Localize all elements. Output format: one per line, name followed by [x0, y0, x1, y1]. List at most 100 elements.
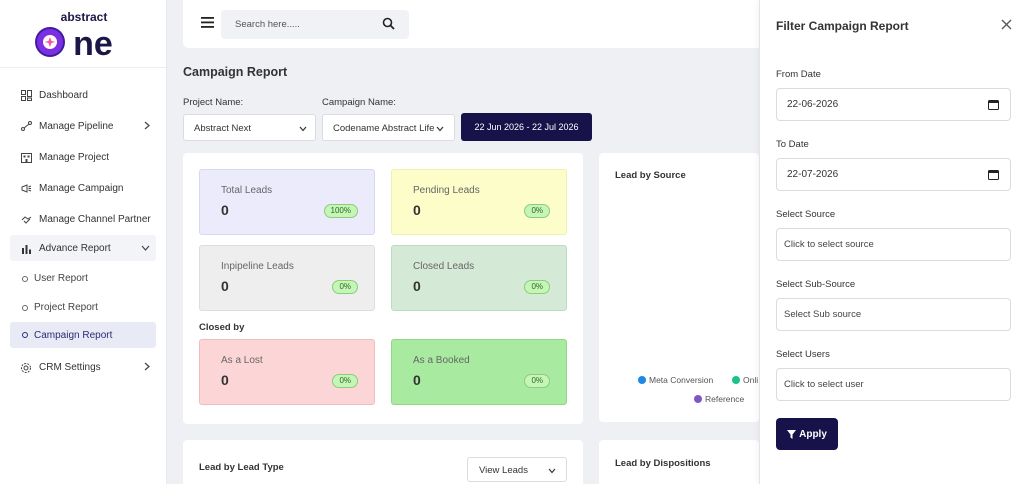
sidebar-subitem-project-report[interactable]: Project Report: [0, 293, 166, 322]
select-users-label: Select Users: [776, 349, 830, 360]
sidebar-item-manage-campaign[interactable]: Manage Campaign: [0, 173, 166, 204]
stat-card-as-a-lost[interactable]: As a Lost 0 0%: [199, 339, 375, 405]
legend-item[interactable]: Meta Conversion: [638, 375, 713, 385]
stat-card-badge: 0%: [332, 374, 358, 388]
stat-card-badge: 0%: [332, 280, 358, 294]
select-subsource-placeholder: Select Sub source: [784, 309, 862, 320]
handshake-icon: [20, 214, 32, 226]
close-icon[interactable]: [1001, 19, 1012, 33]
lead-by-source-title: Lead by Source: [615, 170, 686, 181]
view-leads-select[interactable]: View Leads: [467, 457, 567, 482]
topbar: Search here.....: [183, 0, 783, 48]
project-select[interactable]: Abstract Next: [183, 114, 316, 141]
legend-label: Meta Conversion: [649, 375, 714, 385]
date-range-button[interactable]: 22 Jun 2026 - 22 Jul 2026: [461, 113, 592, 141]
page-title: Campaign Report: [183, 65, 288, 79]
campaign-select-value: Codename Abstract Life: [333, 123, 435, 134]
sidebar-item-label: Advance Report: [39, 242, 111, 254]
campaign-name-label: Campaign Name:: [322, 97, 396, 108]
legend-label: Onli: [743, 375, 759, 385]
dashboard-icon: [20, 90, 32, 102]
sidebar: abstract ne Dashboard Manage Pipeline Ma…: [0, 0, 167, 484]
calendar-icon[interactable]: [988, 169, 999, 183]
chevron-right-icon: [144, 362, 150, 374]
project-name-label: Project Name:: [183, 97, 244, 108]
lead-by-type-title: Lead by Lead Type: [199, 462, 284, 473]
search-input[interactable]: Search here.....: [221, 10, 409, 39]
sidebar-item-advance-report[interactable]: Advance Report: [10, 235, 156, 261]
sidebar-item-manage-pipeline[interactable]: Manage Pipeline: [0, 111, 166, 142]
stat-card-title: As a Lost: [221, 355, 263, 366]
building-icon: [20, 152, 32, 164]
search-icon[interactable]: [382, 17, 395, 33]
gear-icon: [20, 362, 32, 374]
megaphone-icon: [20, 183, 32, 195]
select-source-label: Select Source: [776, 209, 836, 220]
to-date-label: To Date: [776, 139, 809, 150]
hamburger-menu-icon[interactable]: [201, 17, 214, 31]
sidebar-item-manage-project[interactable]: Manage Project: [0, 142, 166, 173]
calendar-icon[interactable]: [988, 99, 999, 113]
view-leads-label: View Leads: [479, 465, 528, 476]
sidebar-subitem-user-report[interactable]: User Report: [0, 264, 166, 293]
brand-logo[interactable]: abstract ne: [0, 0, 166, 68]
lead-by-dispositions-title: Lead by Dispositions: [615, 458, 711, 469]
sidebar-subitem-label: User Report: [34, 273, 88, 284]
sidebar-item-dashboard[interactable]: Dashboard: [0, 80, 166, 111]
legend-item[interactable]: Onli: [732, 375, 759, 385]
legend-label: Reference: [705, 394, 745, 404]
from-date-input[interactable]: 22-06-2026: [776, 88, 1011, 121]
search-placeholder: Search here.....: [235, 19, 300, 30]
filter-drawer-title: Filter Campaign Report: [776, 19, 909, 33]
chevron-down-icon: [436, 124, 444, 135]
stat-card-total-leads[interactable]: Total Leads 0 100%: [199, 169, 375, 235]
stat-card-value: 0: [413, 202, 421, 218]
apply-button[interactable]: Apply: [776, 418, 838, 450]
stat-card-badge: 0%: [524, 374, 550, 388]
circle-icon: [22, 275, 28, 282]
apply-label: Apply: [799, 428, 827, 440]
legend-dot: [732, 376, 740, 384]
bar-chart-icon: [20, 242, 32, 254]
stat-card-as-a-booked[interactable]: As a Booked 0 0%: [391, 339, 567, 405]
stat-card-closed-leads[interactable]: Closed Leads 0 0%: [391, 245, 567, 311]
select-subsource-input[interactable]: Select Sub source: [776, 298, 1011, 331]
stat-card-title: Inpipeline Leads: [221, 261, 294, 272]
chevron-down-icon: [548, 466, 556, 477]
chevron-down-icon: [299, 124, 307, 135]
select-users-placeholder: Click to select user: [784, 379, 864, 390]
stat-card-title: As a Booked: [413, 355, 470, 366]
from-date-label: From Date: [776, 69, 821, 80]
stat-card-title: Closed Leads: [413, 261, 475, 272]
select-users-input[interactable]: Click to select user: [776, 368, 1011, 401]
sidebar-item-label: Manage Pipeline: [39, 121, 114, 132]
to-date-value: 22-07-2026: [787, 169, 839, 180]
campaign-select[interactable]: Codename Abstract Life: [322, 114, 455, 141]
pipeline-icon: [20, 121, 32, 133]
sidebar-item-label: CRM Settings: [39, 362, 101, 373]
circle-icon: [22, 304, 28, 311]
sidebar-item-manage-channel-partner[interactable]: Manage Channel Partner: [0, 204, 166, 235]
stat-card-inpipeline-leads[interactable]: Inpipeline Leads 0 0%: [199, 245, 375, 311]
to-date-input[interactable]: 22-07-2026: [776, 158, 1011, 191]
stat-card-pending-leads[interactable]: Pending Leads 0 0%: [391, 169, 567, 235]
stat-card-badge: 0%: [524, 204, 550, 218]
select-source-input[interactable]: Click to select source: [776, 228, 1011, 261]
legend-item[interactable]: Reference: [694, 394, 744, 404]
sidebar-item-label: Manage Project: [39, 152, 110, 163]
sidebar-subitem-campaign-report[interactable]: Campaign Report: [10, 322, 156, 348]
closed-by-heading: Closed by: [199, 322, 245, 333]
sidebar-item-crm-settings[interactable]: CRM Settings: [0, 352, 166, 383]
from-date-value: 22-06-2026: [787, 99, 839, 110]
stat-card-value: 0: [413, 372, 421, 388]
circle-icon: [22, 332, 28, 338]
chevron-right-icon: [144, 121, 150, 133]
stat-card-value: 0: [413, 278, 421, 294]
chevron-down-icon: [141, 243, 150, 254]
stat-card-value: 0: [221, 202, 229, 218]
svg-text:abstract: abstract: [61, 10, 108, 24]
sidebar-subitem-label: Campaign Report: [34, 329, 113, 341]
sidebar-item-label: Manage Campaign: [39, 183, 124, 194]
select-source-placeholder: Click to select source: [784, 239, 874, 250]
sidebar-item-label: Manage Channel Partner: [39, 214, 151, 225]
